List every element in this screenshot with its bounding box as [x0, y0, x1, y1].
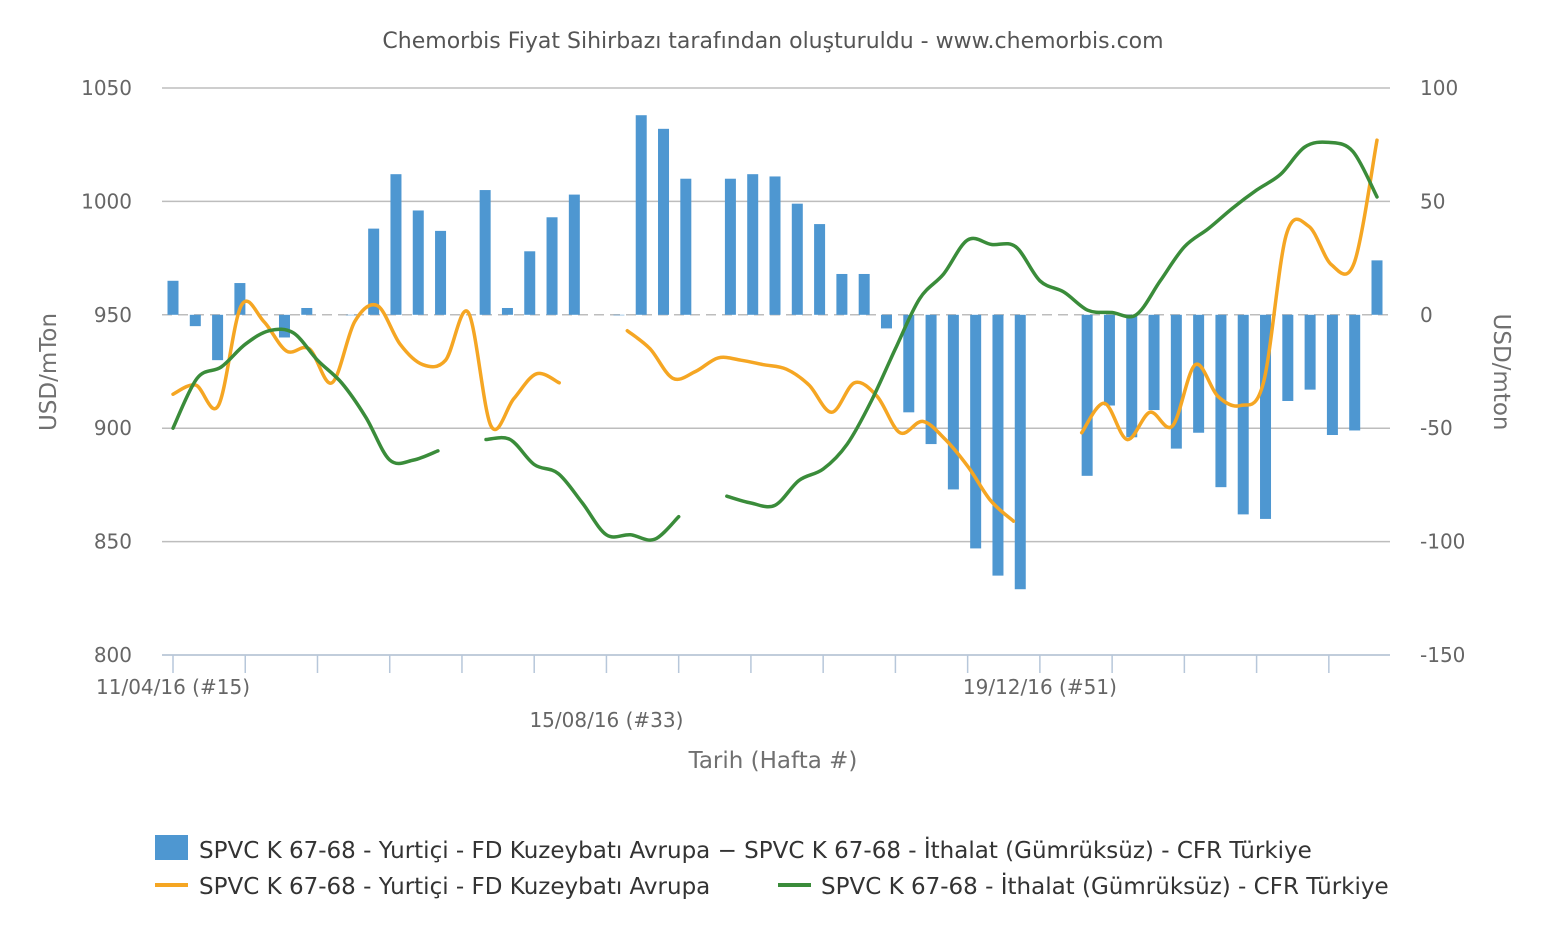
- bar: [1349, 314, 1361, 431]
- bar: [724, 178, 736, 315]
- chart-title: Chemorbis Fiyat Sihirbazı tarafından olu…: [382, 29, 1163, 54]
- x-tick-labels: 11/04/16 (#15) 15/08/16 (#33) 19/12/16 (#5…: [96, 675, 1117, 732]
- bar: [479, 190, 491, 315]
- bar: [680, 178, 692, 315]
- bar: [1193, 314, 1205, 433]
- bar: [1237, 314, 1249, 515]
- bar: [1126, 314, 1138, 438]
- bar: [1103, 314, 1115, 406]
- bar: [635, 115, 647, 315]
- bar: [568, 194, 580, 315]
- y-tick-label-left: 1050: [81, 76, 132, 100]
- bar: [836, 273, 848, 315]
- bar: [167, 280, 179, 315]
- green-price-line: [484, 435, 681, 542]
- x-tick-label: 15/08/16 (#33): [529, 708, 683, 732]
- bar: [925, 314, 937, 445]
- bar: [412, 210, 424, 315]
- orange-price-line: [1079, 138, 1379, 442]
- bar: [1282, 314, 1294, 401]
- orange-price-line: [625, 328, 1016, 523]
- bar: [345, 314, 357, 316]
- y-tick-labels: 1050 1000 950 900 850 800 100 50 0 -50 -100 -150: [81, 76, 1465, 667]
- legend-item-orange: SPVC K 67-68 - Yurtiçi - FD Kuzeybatı Av…: [199, 874, 710, 900]
- x-tick-label: 11/04/16 (#15): [96, 675, 250, 699]
- bar: [1304, 314, 1316, 390]
- bar: [747, 174, 759, 315]
- bar: [1326, 314, 1338, 436]
- bar: [1014, 314, 1026, 590]
- orange-price-line: [171, 299, 561, 431]
- x-tick-label: 19/12/16 (#51): [963, 675, 1117, 699]
- bar: [613, 314, 625, 316]
- bar: [769, 176, 781, 315]
- bar: [1081, 314, 1093, 476]
- bar: [301, 307, 313, 315]
- bar: [992, 314, 1004, 576]
- bar: [970, 314, 982, 549]
- legend: SPVC K 67-68 - Yurtiçi - FD Kuzeybatı Av…: [155, 835, 1389, 900]
- y-axis-label-right: USD/mton: [1488, 314, 1514, 431]
- bar: [189, 314, 201, 327]
- y-tick-label-right: -50: [1420, 416, 1453, 440]
- green-price-line: [171, 327, 440, 466]
- legend-item-bar: SPVC K 67-68 - Yurtiçi - FD Kuzeybatı Av…: [199, 836, 1312, 864]
- y-tick-label-left: 900: [94, 416, 132, 440]
- y-tick-label-right: 0: [1420, 303, 1433, 327]
- y-tick-label-left: 950: [94, 303, 132, 327]
- bar: [278, 314, 290, 338]
- y-tick-label-left: 850: [94, 530, 132, 554]
- bar-series: [167, 115, 1383, 590]
- line-series: [171, 138, 1379, 542]
- green-price-line: [725, 140, 1379, 509]
- bar: [814, 224, 826, 315]
- bar: [1371, 260, 1383, 315]
- bar: [501, 307, 513, 315]
- axes: [162, 654, 1390, 673]
- y-tick-label-left: 1000: [81, 189, 132, 213]
- bar: [390, 174, 402, 315]
- y-tick-label-right: -100: [1420, 530, 1465, 554]
- bar: [880, 314, 892, 329]
- y-tick-label-right: 100: [1420, 76, 1458, 100]
- bar: [903, 314, 915, 413]
- bar: [858, 273, 870, 315]
- bar: [212, 314, 224, 361]
- y-tick-label-right: -150: [1420, 643, 1465, 667]
- bar: [1148, 314, 1160, 411]
- y-tick-label-right: 50: [1420, 189, 1445, 213]
- bar: [435, 230, 447, 315]
- legend-bar-swatch: [155, 835, 188, 860]
- bar: [368, 228, 380, 315]
- bar: [1260, 314, 1272, 519]
- bar: [947, 314, 959, 490]
- bar: [658, 128, 670, 315]
- x-axis-label: Tarih (Hafta #): [688, 748, 858, 774]
- bar: [791, 203, 803, 315]
- y-axis-label-left: USD/mTon: [36, 313, 62, 431]
- bar: [524, 251, 536, 315]
- bar: [1170, 314, 1182, 449]
- bar: [234, 283, 246, 315]
- y-tick-label-left: 800: [94, 643, 132, 667]
- legend-item-green: SPVC K 67-68 - İthalat (Gümrüksüz) - CFR…: [821, 872, 1389, 900]
- bar: [546, 217, 558, 315]
